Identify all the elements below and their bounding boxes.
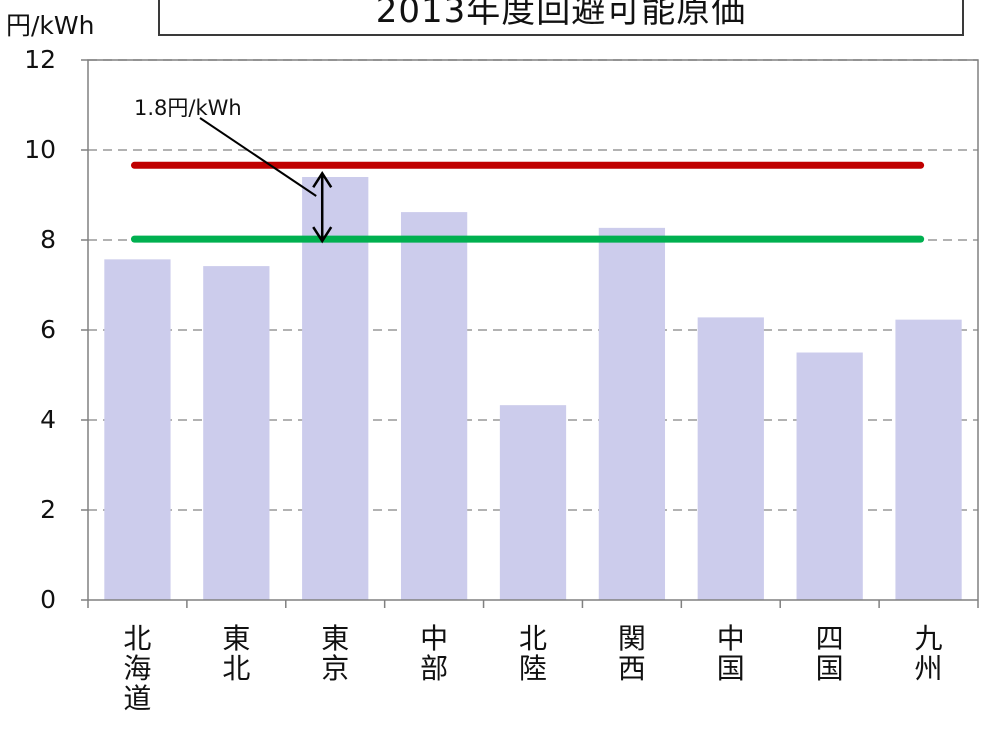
y-tick-label-2: 4: [40, 405, 56, 434]
bar-1: [203, 266, 270, 600]
y-tick-label-1: 2: [40, 495, 56, 524]
bar-7: [796, 352, 863, 600]
bar-0: [104, 259, 171, 600]
y-axis-label: 円/kWh: [6, 11, 95, 40]
y-tick-label-3: 6: [40, 315, 56, 344]
x-category-label-8: 九州: [914, 622, 943, 685]
x-category-label-4: 北陸: [518, 622, 547, 685]
bar-8: [895, 319, 962, 600]
y-tick-label-0: 0: [40, 585, 56, 614]
bar-6: [697, 317, 764, 600]
x-category-label-3: 中部: [420, 622, 449, 685]
x-category-label-0: 北海道: [123, 622, 152, 715]
x-category-label-1: 東北: [222, 622, 251, 685]
annotation-arrow-head-top: [312, 170, 333, 188]
bar-3: [400, 212, 468, 600]
x-category-label-2: 東京: [321, 622, 350, 685]
bar-5: [598, 227, 666, 600]
annotation-leader-line: [199, 117, 317, 197]
y-tick-label-4: 8: [40, 225, 56, 254]
bar-2: [302, 177, 369, 600]
bar-4: [499, 405, 567, 600]
y-tick-label-6: 12: [24, 45, 56, 74]
annotation-arrow-head-bottom: [312, 226, 333, 244]
chart-title: 2013年度回避可能原価: [158, 0, 964, 36]
y-tick-label-5: 10: [24, 135, 56, 164]
x-category-label-5: 関西: [617, 622, 646, 685]
x-category-label-6: 中国: [716, 622, 745, 685]
x-category-label-7: 四国: [815, 622, 844, 685]
annotation-label: 1.8円/kWh: [134, 96, 242, 120]
